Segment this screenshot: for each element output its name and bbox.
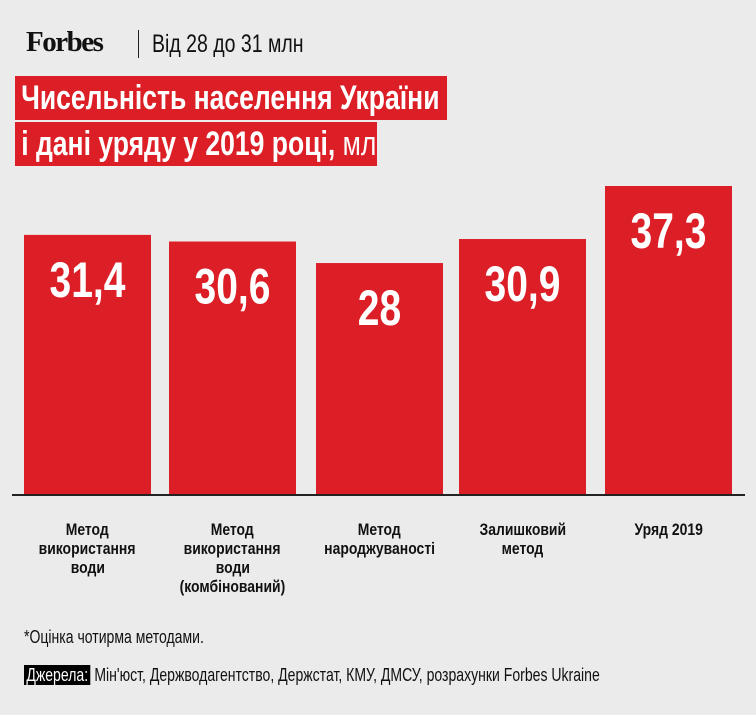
value-label: 30,9 (485, 255, 561, 312)
sources-label: Джерела: (24, 665, 91, 685)
subtitle: Від 28 до 31 млн (152, 30, 304, 58)
bar (316, 263, 443, 495)
title-line-1: Чисельність населення України зараз* (15, 76, 447, 120)
category-label: Метод використання води (39, 520, 136, 577)
category-label: Залишковий метод (479, 520, 566, 558)
forbes-logo: Forbes (26, 26, 104, 58)
value-label: 31,4 (50, 251, 126, 308)
sources: Джерела: Мін'юст, Держводагентство, Держ… (24, 665, 756, 686)
bar (459, 239, 586, 495)
bar (605, 186, 732, 495)
value-label: 30,6 (195, 258, 271, 315)
category-label: Уряд 2019 (634, 520, 703, 539)
bar (169, 241, 296, 495)
title-line-2: і дані уряду у 2019 році, млн осіб (15, 122, 377, 166)
value-label: 37,3 (631, 202, 707, 259)
bar (24, 234, 151, 495)
footnote: *Оцінка чотирма методами. (24, 627, 204, 647)
divider (138, 30, 139, 58)
value-label: 28 (358, 279, 401, 336)
category-label: Метод народжуваності (324, 520, 435, 558)
category-label: Метод використання води (комбінований) (179, 520, 286, 596)
